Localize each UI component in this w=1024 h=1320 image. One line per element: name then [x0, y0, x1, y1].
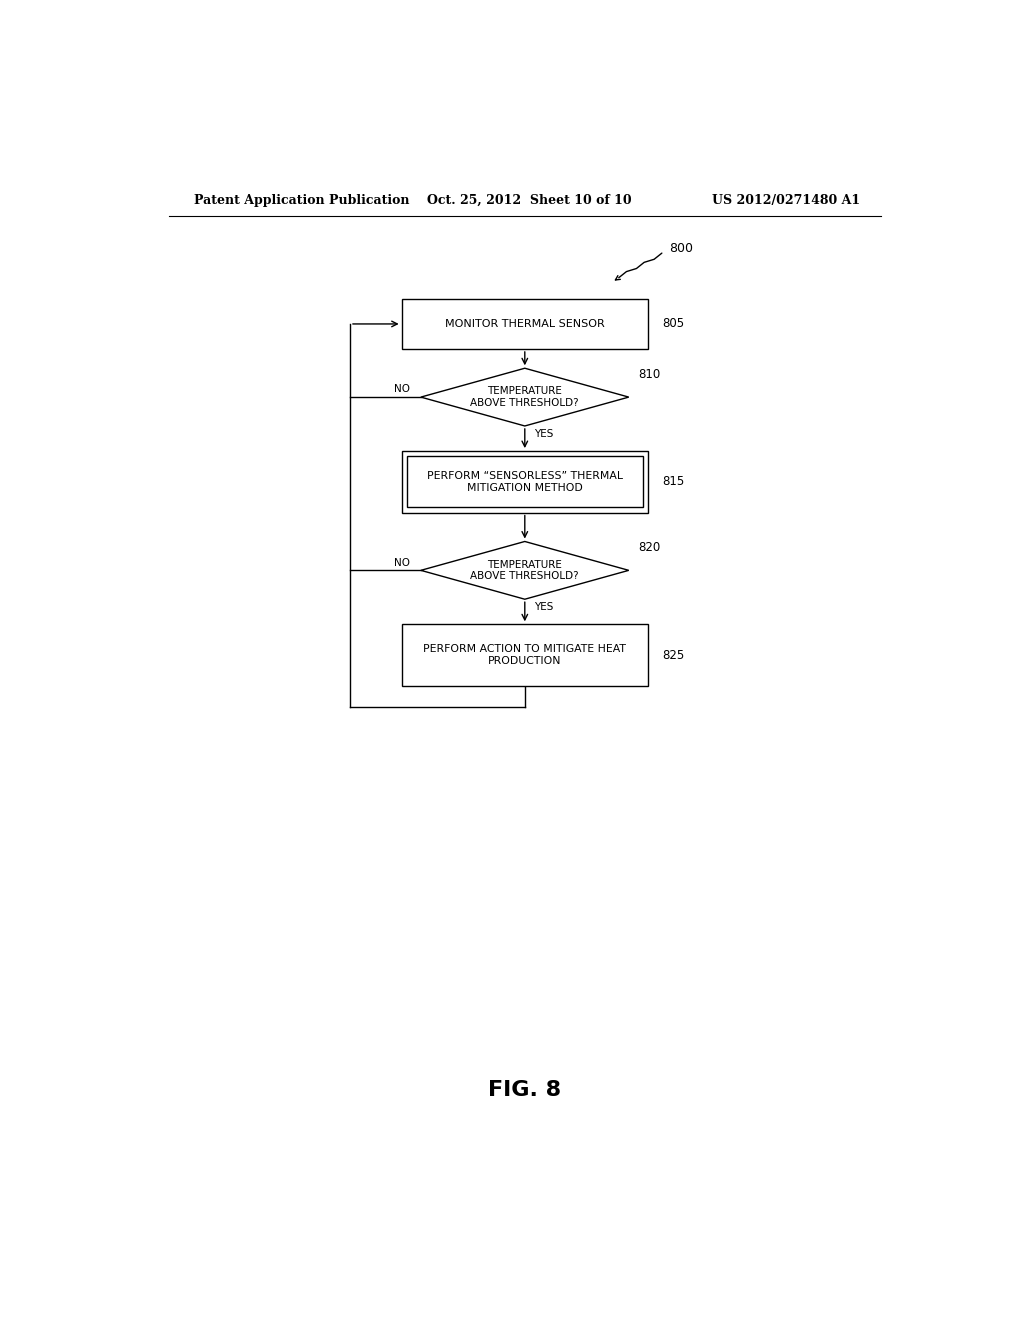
Text: 825: 825: [662, 648, 684, 661]
Text: TEMPERATURE
ABOVE THRESHOLD?: TEMPERATURE ABOVE THRESHOLD?: [470, 387, 580, 408]
Text: NO: NO: [393, 384, 410, 395]
Bar: [401, 298, 648, 348]
Text: 805: 805: [662, 317, 684, 330]
Polygon shape: [421, 541, 629, 599]
Text: TEMPERATURE
ABOVE THRESHOLD?: TEMPERATURE ABOVE THRESHOLD?: [470, 560, 580, 581]
Text: Oct. 25, 2012  Sheet 10 of 10: Oct. 25, 2012 Sheet 10 of 10: [427, 194, 632, 207]
Bar: [401, 624, 648, 686]
Polygon shape: [421, 368, 629, 426]
Text: 815: 815: [662, 475, 684, 488]
Text: PERFORM “SENSORLESS” THERMAL
MITIGATION METHOD: PERFORM “SENSORLESS” THERMAL MITIGATION …: [427, 471, 623, 492]
Text: Patent Application Publication: Patent Application Publication: [194, 194, 410, 207]
Bar: [401, 451, 648, 512]
Text: MONITOR THERMAL SENSOR: MONITOR THERMAL SENSOR: [444, 319, 605, 329]
Text: FIG. 8: FIG. 8: [488, 1080, 561, 1100]
Text: YES: YES: [535, 602, 553, 612]
Text: 810: 810: [638, 368, 660, 381]
Text: US 2012/0271480 A1: US 2012/0271480 A1: [712, 194, 860, 207]
Bar: [407, 457, 643, 507]
Text: 800: 800: [670, 242, 693, 255]
Text: YES: YES: [535, 429, 553, 438]
Text: PERFORM ACTION TO MITIGATE HEAT
PRODUCTION: PERFORM ACTION TO MITIGATE HEAT PRODUCTI…: [423, 644, 627, 665]
Text: NO: NO: [393, 557, 410, 568]
Text: 820: 820: [638, 541, 660, 554]
